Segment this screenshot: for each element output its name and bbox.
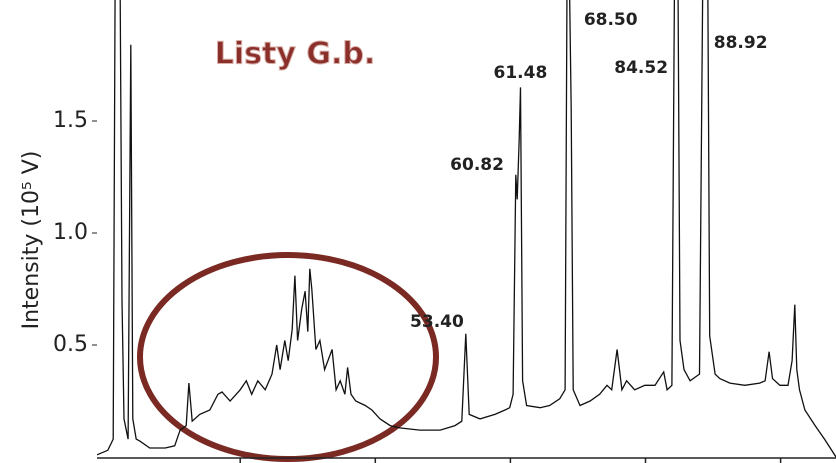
peak-label: 88.92: [714, 33, 768, 53]
peak-label: 61.48: [494, 63, 548, 83]
chart-title: Listy G.b.: [215, 37, 376, 72]
highlight-ellipse: [137, 252, 439, 462]
peak-label: 53.40: [410, 312, 464, 332]
chromatogram-line: [97, 0, 836, 458]
y-tick-label: 0.5: [53, 332, 88, 357]
y-axis-label: Intensity (10⁵ V): [19, 151, 44, 330]
peak-label: 68.50: [584, 10, 638, 30]
plot-area: [97, 0, 836, 458]
peak-label: 60.82: [450, 155, 504, 175]
y-tick-label: 1.0: [53, 220, 88, 245]
peak-label: 84.52: [614, 58, 668, 78]
y-tick-label: 1.5: [53, 108, 88, 133]
